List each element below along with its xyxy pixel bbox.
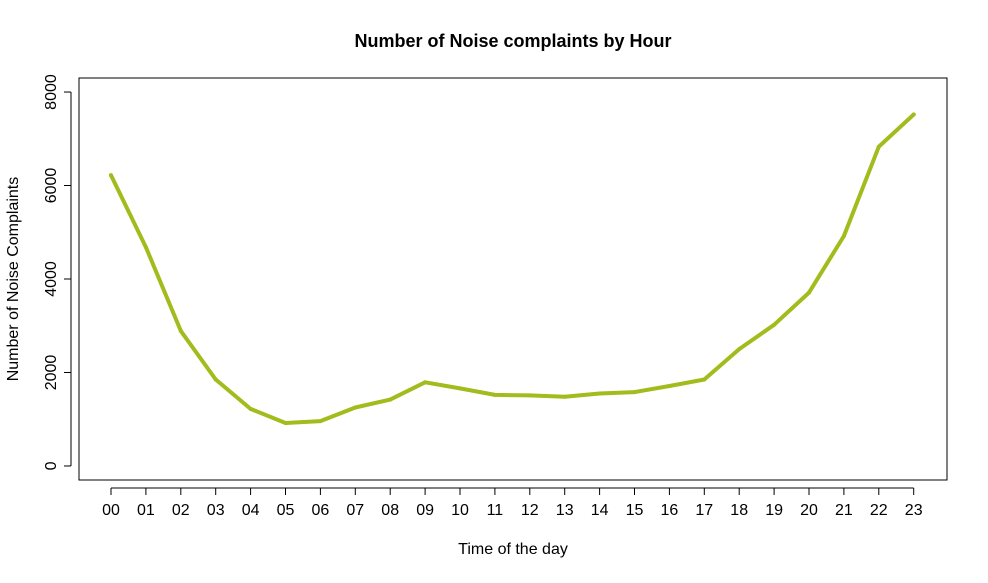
y-tick-label: 4000 [43, 261, 60, 297]
x-tick-label: 14 [591, 502, 609, 519]
data-point [667, 384, 672, 389]
data-point [492, 392, 497, 397]
x-tick-label: 03 [207, 502, 225, 519]
y-tick-label: 2000 [43, 355, 60, 391]
data-point [841, 233, 846, 238]
x-tick-label: 00 [102, 502, 120, 519]
data-point [737, 347, 742, 352]
data-point [213, 377, 218, 382]
data-point [388, 397, 393, 402]
y-tick-label: 0 [43, 461, 60, 470]
series-layer [109, 112, 916, 425]
x-tick-label: 07 [346, 502, 364, 519]
data-point [248, 406, 253, 411]
x-tick-label: 18 [730, 502, 748, 519]
x-tick-label: 06 [312, 502, 330, 519]
x-tick-label: 17 [695, 502, 713, 519]
data-point [318, 419, 323, 424]
x-tick-label: 05 [277, 502, 295, 519]
x-tick-label: 02 [172, 502, 190, 519]
x-tick-label: 04 [242, 502, 260, 519]
x-tick-label: 11 [487, 502, 504, 519]
y-tick-label: 6000 [43, 168, 60, 204]
plot-frame [78, 77, 948, 481]
x-axis: 00 01 02 03 04 05 06 07 08 09 10 11 12 13 14 15 16 17 18 19… [102, 487, 923, 519]
x-tick-label: 21 [835, 502, 853, 519]
y-axis-label: Number of Noise Complaints [5, 177, 22, 382]
y-tick-label: 8000 [43, 74, 60, 110]
x-tick-label: 13 [556, 502, 574, 519]
data-point [527, 393, 532, 398]
x-axis-label: Time of the day [458, 541, 568, 558]
data-point [178, 328, 183, 333]
x-tick-label: 09 [416, 502, 434, 519]
x-tick-label: 23 [905, 502, 923, 519]
x-tick-label: 22 [870, 502, 888, 519]
data-point [911, 112, 916, 117]
data-point [353, 405, 358, 410]
x-tick-label: 12 [521, 502, 539, 519]
data-point [632, 390, 637, 395]
data-point [597, 391, 602, 396]
x-tick-label: 16 [661, 502, 679, 519]
data-point [876, 144, 881, 149]
data-point [423, 380, 428, 385]
chart-title: Number of Noise complaints by Hour [354, 31, 671, 51]
data-point [109, 173, 113, 178]
x-tick-label: 19 [765, 502, 783, 519]
x-tick-label: 20 [800, 502, 818, 519]
x-tick-label: 08 [381, 502, 399, 519]
x-tick-label: 10 [451, 502, 469, 519]
x-tick-label: 01 [137, 502, 155, 519]
data-point [143, 245, 148, 250]
series-line [109, 112, 916, 425]
y-axis: 0 2000 4000 6000 8000 [43, 74, 72, 470]
x-tick-label: 15 [626, 502, 644, 519]
data-point [562, 394, 567, 399]
data-point [807, 290, 811, 295]
data-point [702, 377, 707, 382]
data-point [772, 322, 777, 327]
data-point [283, 420, 288, 425]
data-point [458, 386, 462, 391]
